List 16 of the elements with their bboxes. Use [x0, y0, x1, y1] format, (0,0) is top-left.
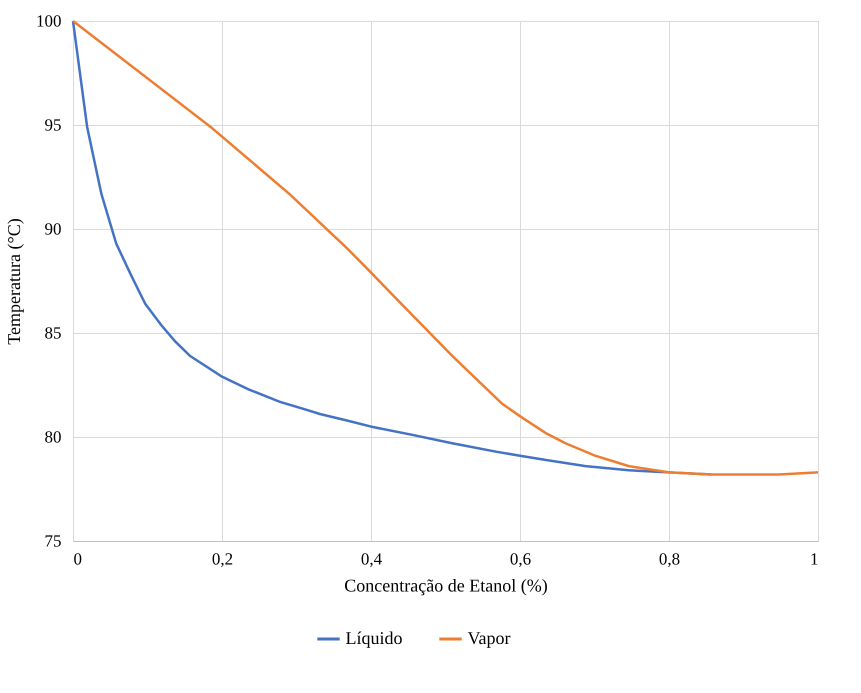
- y-tick-label: 85: [44, 324, 62, 342]
- x-tick-label: 0,8: [658, 550, 680, 568]
- y-tick-label: 95: [44, 116, 62, 134]
- y-axis-title: Temperatura (°C): [4, 218, 24, 345]
- x-tick-label: 0,2: [212, 550, 234, 568]
- x-tick-label: 0,6: [510, 550, 532, 568]
- x-tick-label: 0: [74, 550, 82, 568]
- y-tick-label: 75: [44, 532, 62, 550]
- legend-label: Vapor: [468, 628, 510, 648]
- legend-label: Líquido: [346, 628, 402, 648]
- x-tick-label: 0,4: [360, 550, 383, 568]
- y-tick-label: 90: [44, 220, 62, 238]
- x-tick-label: 1: [810, 550, 818, 568]
- x-axis-title: Concentração de Etanol (%): [344, 576, 548, 596]
- y-tick-label: 80: [44, 428, 62, 446]
- y-tick-label: 100: [36, 12, 62, 30]
